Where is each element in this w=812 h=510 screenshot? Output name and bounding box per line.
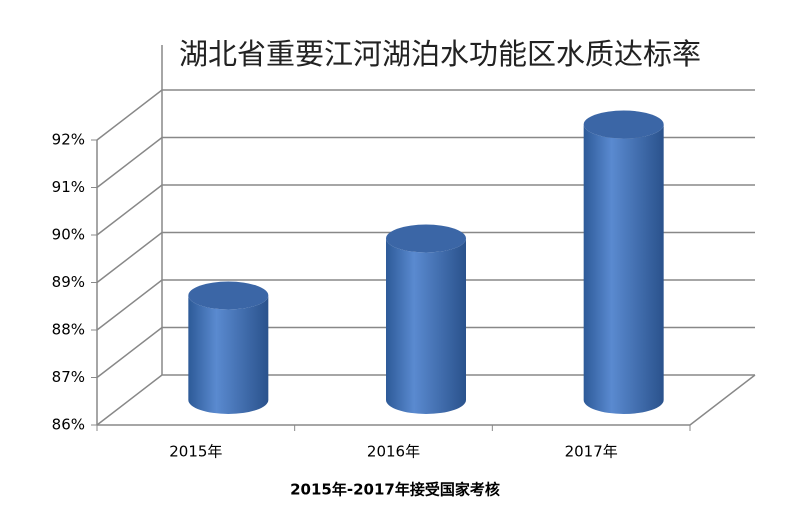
bar-top <box>583 110 664 139</box>
bar <box>386 238 466 414</box>
y-tick-label: 91% <box>52 178 85 196</box>
y-tick-label: 86% <box>52 416 85 434</box>
grid-line <box>96 184 755 236</box>
grid-line <box>96 231 755 284</box>
grid-line <box>96 279 755 331</box>
y-tick-label: 92% <box>52 131 85 149</box>
bar <box>188 295 269 414</box>
grid-line <box>96 136 755 189</box>
bar <box>583 124 664 415</box>
x-tick-label: 2015年 <box>169 443 222 461</box>
y-tick-label: 90% <box>52 226 85 244</box>
grid-line <box>96 326 755 379</box>
x-axis-title: 2015年-2017年接受国家考核 <box>290 481 500 499</box>
chart-title: 湖北省重要江河湖泊水功能区水质达标率 <box>179 37 701 71</box>
y-tick-label: 88% <box>52 321 85 339</box>
y-tick-label: 89% <box>52 273 85 291</box>
y-tick-label: 87% <box>52 368 85 386</box>
x-tick-label: 2016年 <box>367 443 420 461</box>
bar-top <box>188 281 269 310</box>
bar-top <box>386 224 466 253</box>
grid-line <box>96 89 755 141</box>
x-tick-label: 2017年 <box>565 443 618 461</box>
grid-line <box>96 374 755 426</box>
